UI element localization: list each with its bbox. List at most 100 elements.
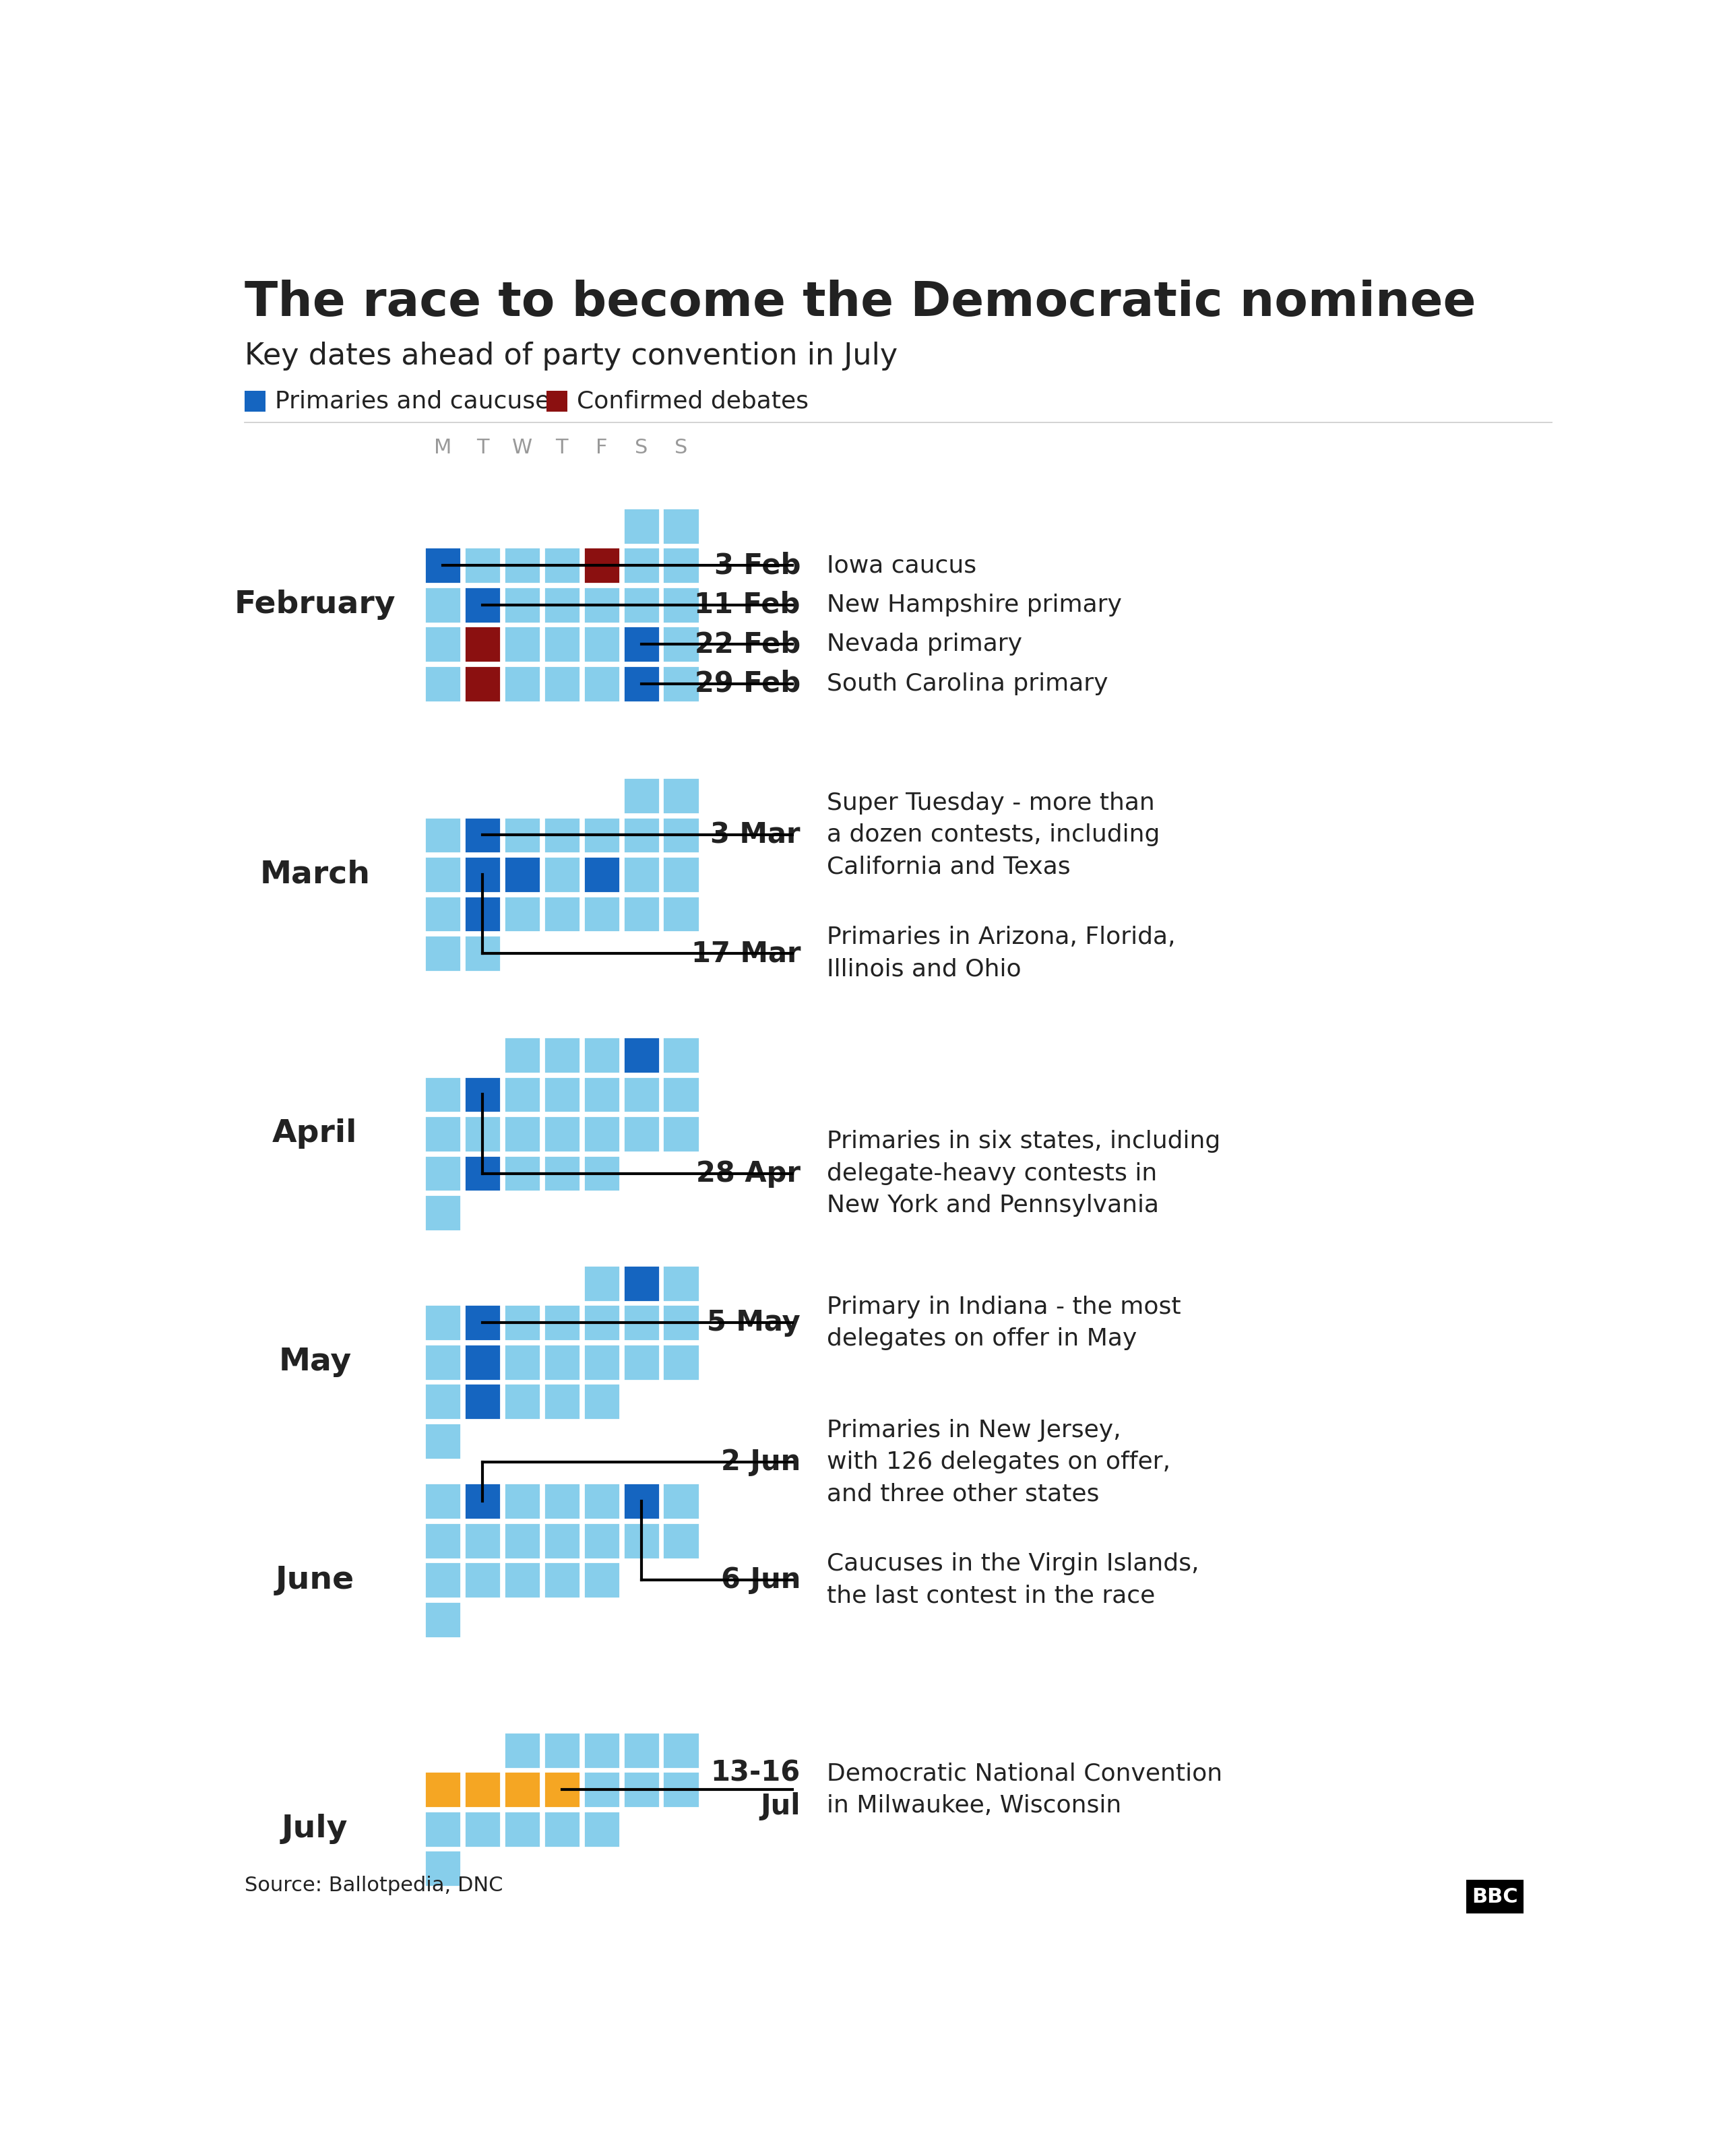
- Bar: [583, 1266, 619, 1302]
- Bar: [504, 1384, 540, 1421]
- Bar: [662, 666, 699, 701]
- Bar: [504, 1731, 540, 1768]
- Bar: [424, 625, 461, 662]
- Bar: [583, 1037, 619, 1074]
- Bar: [583, 1384, 619, 1421]
- Text: 11 Feb: 11 Feb: [695, 591, 800, 619]
- Bar: [623, 507, 659, 543]
- Bar: [623, 1772, 659, 1809]
- Bar: [424, 666, 461, 701]
- Bar: [464, 1117, 500, 1151]
- Bar: [464, 1811, 500, 1848]
- Bar: [543, 1522, 580, 1559]
- Bar: [662, 895, 699, 931]
- Bar: [245, 390, 266, 412]
- Bar: [504, 1117, 540, 1151]
- Bar: [424, 548, 461, 584]
- Bar: [623, 586, 659, 623]
- Text: 3 Mar: 3 Mar: [711, 821, 800, 849]
- Bar: [662, 586, 699, 623]
- Bar: [623, 1731, 659, 1768]
- Bar: [504, 895, 540, 931]
- Text: Primaries in New Jersey,
with 126 delegates on offer,
and three other states: Primaries in New Jersey, with 126 delega…: [826, 1419, 1170, 1505]
- Bar: [543, 1343, 580, 1380]
- Text: 6 Jun: 6 Jun: [721, 1565, 800, 1593]
- Text: S: S: [635, 438, 649, 457]
- Bar: [504, 548, 540, 584]
- Text: Nevada primary: Nevada primary: [826, 632, 1021, 655]
- Bar: [543, 1037, 580, 1074]
- Text: Key dates ahead of party convention in July: Key dates ahead of party convention in J…: [245, 343, 897, 371]
- Bar: [662, 856, 699, 893]
- Bar: [623, 1076, 659, 1112]
- Bar: [504, 1304, 540, 1341]
- Bar: [543, 1156, 580, 1192]
- Bar: [464, 1304, 500, 1341]
- Bar: [623, 548, 659, 584]
- Bar: [504, 817, 540, 854]
- Bar: [424, 817, 461, 854]
- Bar: [504, 856, 540, 893]
- Bar: [547, 390, 568, 412]
- Bar: [583, 625, 619, 662]
- Bar: [464, 1384, 500, 1421]
- Bar: [504, 586, 540, 623]
- Bar: [583, 586, 619, 623]
- Bar: [583, 1156, 619, 1192]
- Bar: [543, 1772, 580, 1809]
- Bar: [424, 1522, 461, 1559]
- Bar: [464, 895, 500, 931]
- Bar: [424, 936, 461, 972]
- Bar: [504, 1483, 540, 1520]
- Bar: [464, 1343, 500, 1380]
- Text: 2 Jun: 2 Jun: [721, 1449, 800, 1477]
- Text: Super Tuesday - more than
a dozen contests, including
California and Texas: Super Tuesday - more than a dozen contes…: [826, 791, 1159, 877]
- Bar: [583, 1731, 619, 1768]
- Bar: [504, 1522, 540, 1559]
- Text: T: T: [555, 438, 568, 457]
- Text: T: T: [476, 438, 488, 457]
- Bar: [464, 856, 500, 893]
- Bar: [543, 1304, 580, 1341]
- Bar: [504, 666, 540, 701]
- Bar: [543, 1384, 580, 1421]
- Bar: [623, 895, 659, 931]
- Bar: [464, 936, 500, 972]
- Bar: [583, 1772, 619, 1809]
- Bar: [424, 1117, 461, 1151]
- Text: Primaries in Arizona, Florida,
Illinois and Ohio: Primaries in Arizona, Florida, Illinois …: [826, 925, 1175, 981]
- Bar: [662, 1076, 699, 1112]
- Text: Primary in Indiana - the most
delegates on offer in May: Primary in Indiana - the most delegates …: [826, 1296, 1182, 1350]
- Bar: [464, 1522, 500, 1559]
- Bar: [543, 856, 580, 893]
- Text: May: May: [278, 1348, 352, 1378]
- Bar: [662, 625, 699, 662]
- Bar: [464, 1156, 500, 1192]
- Bar: [543, 625, 580, 662]
- Bar: [662, 1731, 699, 1768]
- Bar: [662, 1037, 699, 1074]
- Bar: [504, 1076, 540, 1112]
- Text: Democratic National Convention
in Milwaukee, Wisconsin: Democratic National Convention in Milwau…: [826, 1761, 1223, 1818]
- Bar: [543, 586, 580, 623]
- Bar: [583, 817, 619, 854]
- Bar: [623, 1483, 659, 1520]
- Text: S: S: [674, 438, 688, 457]
- Text: 13-16
Jul: 13-16 Jul: [711, 1759, 800, 1820]
- Text: Source: Ballotpedia, DNC: Source: Ballotpedia, DNC: [245, 1876, 502, 1895]
- Bar: [543, 1731, 580, 1768]
- Bar: [583, 1811, 619, 1848]
- Text: New Hampshire primary: New Hampshire primary: [826, 593, 1121, 617]
- Bar: [504, 1343, 540, 1380]
- Bar: [464, 1561, 500, 1598]
- Bar: [543, 817, 580, 854]
- Text: 17 Mar: 17 Mar: [692, 940, 800, 968]
- Text: W: W: [512, 438, 533, 457]
- Text: Iowa caucus: Iowa caucus: [826, 554, 976, 578]
- Text: 22 Feb: 22 Feb: [695, 630, 800, 658]
- Bar: [424, 1483, 461, 1520]
- Bar: [623, 1037, 659, 1074]
- Bar: [662, 1304, 699, 1341]
- Bar: [464, 1076, 500, 1112]
- Bar: [424, 1423, 461, 1460]
